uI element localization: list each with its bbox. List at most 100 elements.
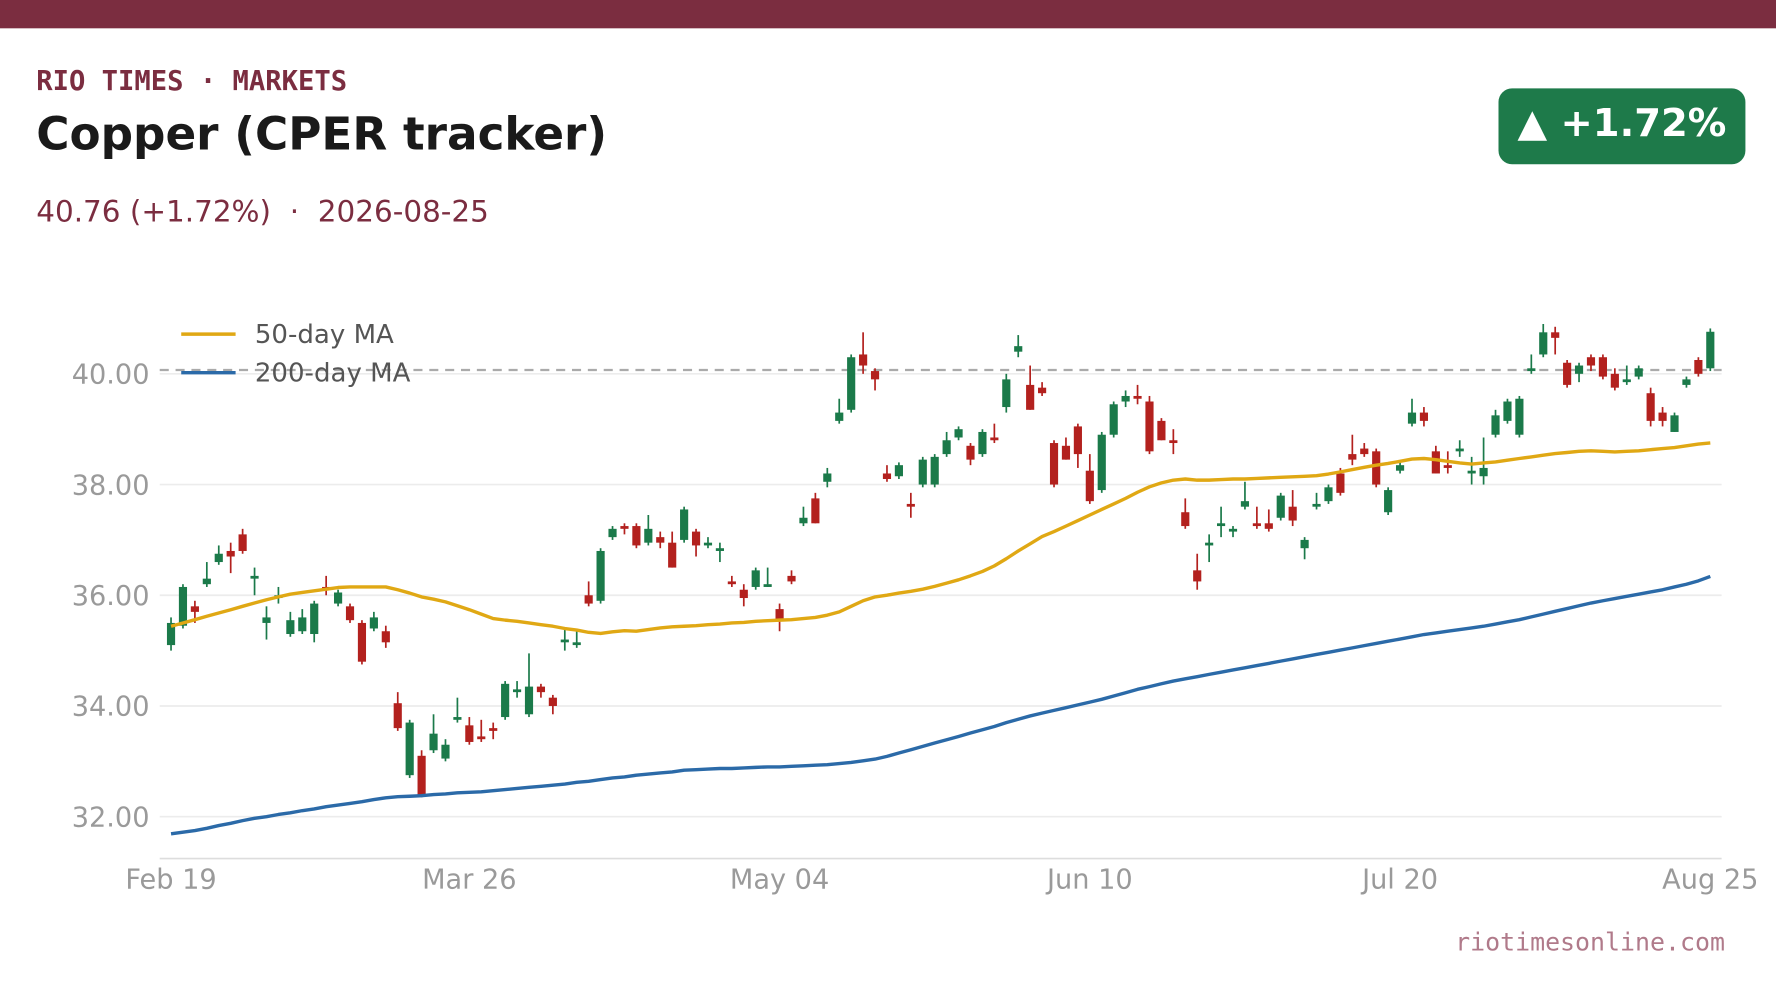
candle-body (345, 606, 355, 621)
kicker: RIO TIMES · MARKETS (36, 66, 347, 97)
candle-body (1503, 401, 1512, 421)
x-tick-label: Mar 26 (422, 865, 516, 896)
candle-body (238, 534, 247, 551)
candle-body (214, 553, 223, 563)
candle-body (536, 686, 546, 693)
candle-body (1169, 440, 1178, 444)
candle-body (393, 703, 402, 729)
candle-body (1479, 467, 1488, 477)
candle-body (835, 412, 844, 421)
candle-body (1658, 412, 1667, 421)
candle-body (226, 550, 235, 557)
candle-body (1527, 368, 1536, 372)
candle-body (572, 642, 581, 646)
y-tick-label: 32.00 (72, 802, 150, 833)
legend-label: 50-day MA (255, 320, 394, 350)
candle-body (381, 631, 390, 643)
x-tick-label: Jul 20 (1360, 865, 1438, 896)
candle-body (823, 473, 832, 482)
candle-body (942, 440, 951, 455)
candle-body (405, 722, 414, 776)
candle-body (1109, 404, 1118, 435)
candle-body (1288, 506, 1297, 521)
candle-body (1622, 379, 1631, 383)
candle-body (1563, 362, 1572, 385)
candle-body (166, 622, 176, 646)
candle-body (1336, 473, 1345, 493)
x-tick-label: Jun 10 (1045, 865, 1133, 896)
legend-label: 200-day MA (255, 358, 411, 388)
candle-body (775, 609, 784, 621)
candle-body (751, 570, 760, 587)
candle-body (1598, 357, 1607, 377)
y-tick-label: 36.00 (72, 581, 150, 612)
candle-body (1049, 443, 1059, 485)
candle-body (811, 498, 820, 524)
candle-body (298, 617, 307, 632)
candle-body (334, 592, 343, 604)
x-tick-label: Aug 25 (1662, 865, 1758, 896)
candle-body (501, 683, 510, 718)
plot: 32.00 34.00 36.00 38.00 40.00 Feb 19 Mar 26 May… (72, 320, 1759, 896)
chart-subtitle: 40.76 (+1.72%) · 2026-08-25 (36, 194, 489, 228)
candle-body (1240, 501, 1250, 507)
ma-line (170, 574, 1711, 836)
candle-body (1145, 401, 1154, 452)
candle-body (906, 503, 915, 507)
candle-body (1694, 359, 1703, 374)
candle-body (202, 578, 211, 585)
candle-body (1097, 434, 1106, 491)
candle-body (596, 550, 605, 601)
candle-body (1193, 570, 1202, 582)
candle-body (1073, 426, 1082, 455)
candle-body (1372, 451, 1381, 485)
candle-body (787, 575, 796, 582)
candle-body (1014, 346, 1023, 352)
y-tick-label: 34.00 (72, 692, 150, 723)
x-tick-label: May 04 (730, 865, 829, 896)
y-tick-label: 38.00 (72, 470, 150, 501)
candle-body (1085, 470, 1094, 502)
candle-body (465, 725, 474, 742)
candle-body (691, 531, 701, 546)
x-tick-label: Feb 19 (125, 865, 216, 896)
y-tick-label: 40.00 (72, 360, 150, 391)
candle-body (1038, 387, 1047, 394)
candle-body (847, 357, 856, 410)
candle-body (1515, 398, 1524, 435)
candle-body (644, 528, 653, 543)
candle-body (799, 517, 808, 524)
candle-body (978, 431, 987, 455)
candle-body (512, 689, 522, 693)
candle-body (524, 686, 534, 715)
candle-body (715, 548, 724, 551)
candle-body (548, 697, 557, 706)
candle-body (1205, 542, 1214, 546)
candle-body (1264, 523, 1273, 529)
candle-body (178, 586, 188, 626)
candle-body (310, 603, 319, 635)
candle-body (680, 509, 689, 540)
candle-body (703, 542, 713, 546)
candle-body (1133, 395, 1142, 399)
candle-body (1121, 395, 1130, 402)
candle-body (1181, 512, 1190, 527)
ma-line (170, 441, 1711, 636)
candle-body (656, 537, 665, 543)
candle-body (966, 445, 975, 460)
candle-body (286, 620, 295, 635)
candle-body (1026, 384, 1035, 410)
candle-body (1157, 420, 1166, 441)
candle-body (1443, 465, 1452, 468)
candle-body (1312, 503, 1321, 507)
candle-body (1300, 539, 1309, 549)
candle-body (739, 589, 748, 599)
candle-body (1348, 454, 1357, 460)
candle-body (453, 717, 462, 720)
candle-body (1646, 393, 1655, 421)
candle-body (477, 736, 486, 740)
candle-body (190, 606, 199, 612)
candle-body (1539, 332, 1548, 355)
candle-body (859, 354, 868, 366)
